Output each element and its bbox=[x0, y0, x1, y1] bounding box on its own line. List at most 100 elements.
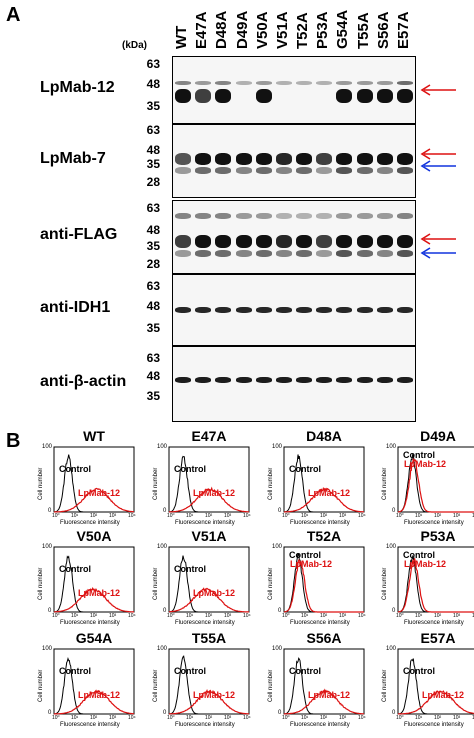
protein-band bbox=[255, 89, 272, 103]
y-tick-label: 0 bbox=[48, 710, 52, 716]
control-legend-label: Control bbox=[59, 464, 91, 474]
band-arrow bbox=[420, 233, 456, 245]
control-legend-label: Control bbox=[59, 666, 91, 676]
control-legend-label: Control bbox=[174, 564, 206, 574]
x-tick-label: 10⁴ bbox=[243, 513, 251, 519]
protein-band bbox=[195, 235, 212, 248]
y-tick-label: 0 bbox=[163, 508, 167, 514]
y-tick-label: 100 bbox=[272, 646, 283, 652]
y-tick-label: 100 bbox=[386, 544, 397, 550]
control-legend-label: Control bbox=[289, 464, 321, 474]
x-tick-label: 10⁴ bbox=[128, 715, 136, 721]
x-tick-label: 10⁴ bbox=[472, 513, 474, 519]
control-legend-label: Control bbox=[174, 464, 206, 474]
control-trace bbox=[54, 657, 134, 715]
x-tick-label: 10⁰ bbox=[396, 613, 404, 619]
histogram-plot bbox=[168, 648, 250, 719]
x-tick-label: 10⁴ bbox=[243, 613, 251, 619]
histogram-title: D49A bbox=[420, 428, 456, 444]
y-tick-label: 0 bbox=[278, 608, 282, 614]
molecular-weight-marker: 63 bbox=[146, 279, 160, 293]
molecular-weight-marker: 63 bbox=[146, 351, 160, 365]
protein-band bbox=[195, 377, 212, 383]
x-tick-label: 10³ bbox=[109, 613, 117, 619]
x-tick-label: 10⁰ bbox=[52, 513, 60, 519]
y-axis-label: Cell number bbox=[382, 669, 388, 702]
x-axis-label: Fluorescence intensity bbox=[404, 620, 464, 626]
protein-band bbox=[396, 377, 413, 383]
x-tick-label: 10¹ bbox=[71, 715, 79, 721]
lane-label: P53A bbox=[314, 11, 332, 49]
y-tick-label: 100 bbox=[42, 444, 53, 450]
y-tick-label: 100 bbox=[386, 646, 397, 652]
protein-band bbox=[275, 235, 292, 248]
antibody-legend-label: LpMab-12 bbox=[193, 588, 236, 598]
x-axis-label: Fluorescence intensity bbox=[404, 722, 464, 728]
y-tick-label: 100 bbox=[157, 544, 168, 550]
plot-frame bbox=[168, 446, 250, 513]
control-legend-label: Control bbox=[403, 666, 435, 676]
antibody-trace bbox=[284, 486, 364, 513]
protein-band bbox=[215, 153, 232, 165]
y-tick-label: 0 bbox=[48, 508, 52, 514]
x-tick-label: 10² bbox=[434, 715, 442, 721]
antibody-trace bbox=[54, 689, 135, 715]
control-legend-label: Control bbox=[59, 564, 91, 574]
x-axis-label: Fluorescence intensity bbox=[404, 520, 464, 526]
protein-band bbox=[296, 377, 313, 383]
antibody-legend-label: LpMab-12 bbox=[78, 690, 121, 700]
y-axis-label: Cell number bbox=[153, 467, 159, 500]
histogram-plot bbox=[283, 648, 365, 719]
x-tick-label: 10¹ bbox=[186, 613, 194, 619]
x-tick-label: 10⁴ bbox=[358, 715, 366, 721]
x-tick-label: 10² bbox=[320, 715, 328, 721]
y-tick-label: 0 bbox=[163, 710, 167, 716]
x-tick-label: 10³ bbox=[453, 513, 461, 519]
antibody-legend-label: LpMab-12 bbox=[404, 559, 447, 569]
histogram-plot bbox=[397, 446, 474, 517]
protein-band bbox=[316, 235, 333, 248]
x-tick-label: 10⁰ bbox=[282, 613, 290, 619]
y-axis-label: Cell number bbox=[38, 567, 44, 600]
x-tick-label: 10³ bbox=[339, 613, 347, 619]
blot-membrane bbox=[172, 124, 416, 198]
protein-band bbox=[235, 307, 252, 313]
protein-band bbox=[255, 377, 272, 383]
band-arrow bbox=[420, 84, 456, 96]
plot-frame bbox=[397, 546, 474, 613]
protein-band bbox=[195, 89, 212, 103]
protein-band bbox=[336, 307, 353, 313]
y-tick-label: 0 bbox=[392, 508, 396, 514]
y-tick-label: 100 bbox=[157, 444, 168, 450]
plot-frame bbox=[168, 546, 250, 613]
y-axis-label: Cell number bbox=[153, 567, 159, 600]
protein-band bbox=[255, 81, 272, 85]
plot-frame bbox=[283, 446, 365, 513]
plot-frame bbox=[53, 446, 135, 513]
antibody-trace bbox=[397, 558, 474, 613]
protein-band bbox=[275, 81, 292, 85]
antibody-legend-label: LpMab-12 bbox=[78, 588, 121, 598]
x-tick-label: 10¹ bbox=[301, 715, 309, 721]
control-legend-label: Control bbox=[289, 666, 321, 676]
y-axis-label: Cell number bbox=[268, 567, 274, 600]
x-axis-label: Fluorescence intensity bbox=[60, 620, 120, 626]
histogram-plot bbox=[53, 546, 135, 617]
molecular-weight-marker: 48 bbox=[146, 143, 160, 157]
lane-label: E47A bbox=[193, 11, 211, 49]
band-arrow bbox=[420, 160, 456, 172]
plot-frame bbox=[53, 648, 135, 715]
protein-band bbox=[296, 307, 313, 313]
protein-band bbox=[195, 250, 212, 257]
protein-band bbox=[215, 235, 232, 248]
protein-band bbox=[255, 153, 272, 165]
histogram-title: D48A bbox=[306, 428, 342, 444]
x-tick-label: 10² bbox=[90, 613, 98, 619]
x-tick-label: 10² bbox=[320, 513, 328, 519]
blot-membrane bbox=[172, 200, 416, 274]
y-tick-label: 100 bbox=[42, 544, 53, 550]
protein-band bbox=[336, 167, 353, 174]
protein-band bbox=[296, 81, 313, 85]
x-tick-label: 10² bbox=[205, 613, 213, 619]
protein-band bbox=[175, 153, 192, 165]
